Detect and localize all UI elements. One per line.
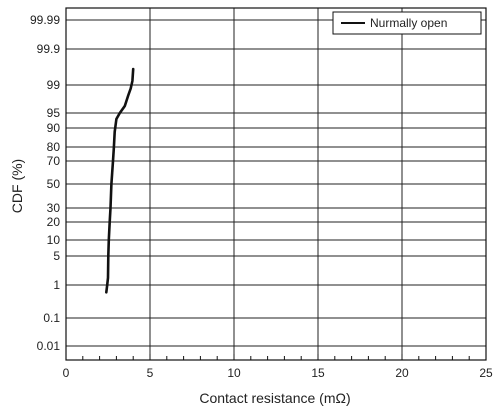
x-tick-label: 5 bbox=[147, 366, 154, 380]
y-tick-label: 70 bbox=[47, 154, 61, 168]
y-tick-label: 99 bbox=[47, 78, 61, 92]
x-tick-label: 20 bbox=[395, 366, 409, 380]
y-tick-label: 0.01 bbox=[37, 339, 61, 353]
x-axis-label: Contact resistance (mΩ) bbox=[199, 390, 350, 406]
y-tick-label: 10 bbox=[47, 233, 61, 247]
y-tick-label: 99.9 bbox=[37, 42, 61, 56]
y-tick-label: 95 bbox=[47, 106, 61, 120]
y-tick-label: 99.99 bbox=[30, 13, 60, 27]
y-tick-label: 30 bbox=[47, 201, 61, 215]
y-axis-label: CDF (%) bbox=[9, 159, 25, 213]
series-line bbox=[105, 67, 135, 294]
legend-label: Nurmally open bbox=[370, 16, 447, 30]
y-tick-label: 1 bbox=[53, 278, 60, 292]
y-tick-label: 80 bbox=[47, 140, 61, 154]
y-tick-label: 50 bbox=[47, 177, 61, 191]
x-tick-label: 10 bbox=[227, 366, 241, 380]
series-group bbox=[105, 67, 135, 294]
y-tick-label: 20 bbox=[47, 215, 61, 229]
grid bbox=[66, 8, 486, 360]
y-tick-label: 90 bbox=[47, 121, 61, 135]
y-tick-label: 5 bbox=[53, 249, 60, 263]
x-axis-ticks: 0 5 10 15 20 25 bbox=[63, 354, 493, 380]
legend: Nurmally open bbox=[332, 11, 482, 35]
x-tick-label: 0 bbox=[63, 366, 70, 380]
legend-box bbox=[332, 11, 482, 35]
plot-area bbox=[65, 7, 487, 361]
y-tick-label: 0.1 bbox=[43, 311, 60, 325]
x-tick-label: 25 bbox=[479, 366, 493, 380]
x-tick-label: 15 bbox=[311, 366, 325, 380]
